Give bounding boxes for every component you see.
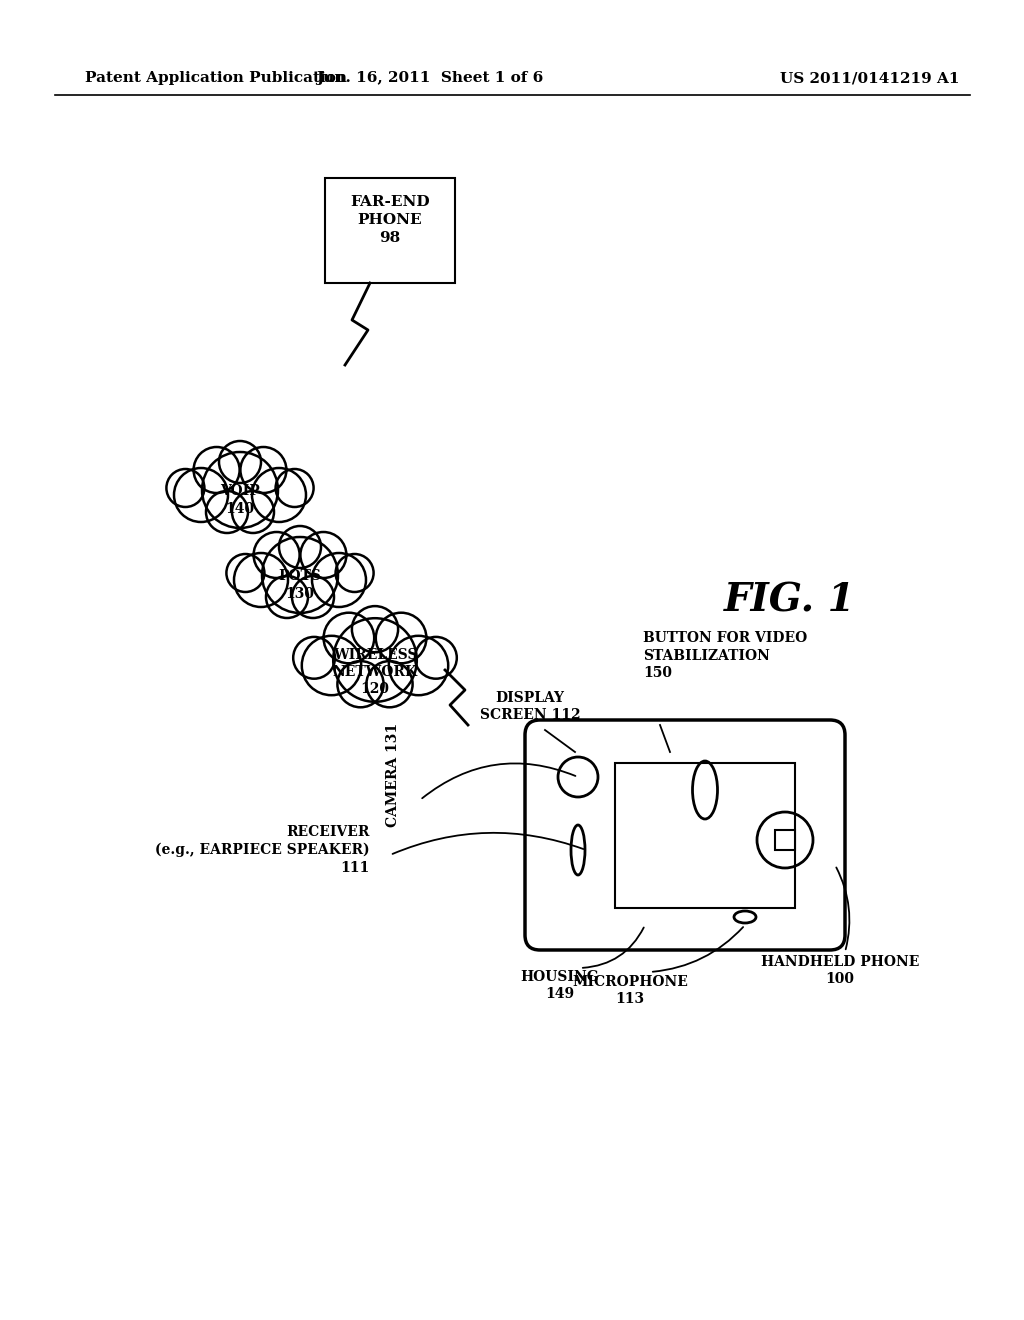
FancyBboxPatch shape <box>775 830 795 850</box>
Circle shape <box>206 491 248 533</box>
Text: WIRELESS
NETWORK
120: WIRELESS NETWORK 120 <box>333 648 418 697</box>
Circle shape <box>389 636 449 696</box>
Text: US 2011/0141219 A1: US 2011/0141219 A1 <box>780 71 959 84</box>
Circle shape <box>376 612 426 663</box>
Circle shape <box>254 532 300 578</box>
Text: POTS
130: POTS 130 <box>279 569 322 601</box>
Text: Jun. 16, 2011  Sheet 1 of 6: Jun. 16, 2011 Sheet 1 of 6 <box>316 71 544 84</box>
Circle shape <box>336 554 374 591</box>
Circle shape <box>232 491 274 533</box>
Circle shape <box>241 447 287 492</box>
Circle shape <box>312 553 366 607</box>
Circle shape <box>367 661 413 708</box>
FancyBboxPatch shape <box>325 177 455 282</box>
Circle shape <box>174 469 228 521</box>
Circle shape <box>300 532 346 578</box>
Circle shape <box>219 441 261 483</box>
Text: FIG. 1: FIG. 1 <box>724 581 856 619</box>
Text: HANDHELD PHONE
100: HANDHELD PHONE 100 <box>761 954 920 986</box>
Circle shape <box>194 447 240 492</box>
Circle shape <box>302 636 361 696</box>
Circle shape <box>262 537 338 612</box>
Text: MICROPHONE
113: MICROPHONE 113 <box>572 975 688 1006</box>
Circle shape <box>226 554 264 591</box>
FancyBboxPatch shape <box>615 763 795 908</box>
Circle shape <box>324 612 374 663</box>
Text: HOUSING
149: HOUSING 149 <box>520 970 599 1002</box>
Text: CAMERA 131: CAMERA 131 <box>386 723 400 828</box>
Circle shape <box>292 576 334 618</box>
Circle shape <box>275 469 313 507</box>
Circle shape <box>202 451 278 528</box>
Circle shape <box>415 636 457 678</box>
Text: FAR-END
PHONE
98: FAR-END PHONE 98 <box>350 194 430 246</box>
Circle shape <box>293 636 335 678</box>
Circle shape <box>252 469 306 521</box>
Text: DISPLAY
SCREEN 112: DISPLAY SCREEN 112 <box>479 690 581 722</box>
Text: BUTTON FOR VIDEO
STABILIZATION
150: BUTTON FOR VIDEO STABILIZATION 150 <box>643 631 807 680</box>
Text: Patent Application Publication: Patent Application Publication <box>85 71 347 84</box>
Text: RECEIVER
(e.g., EARPIECE SPEAKER)
111: RECEIVER (e.g., EARPIECE SPEAKER) 111 <box>156 825 370 875</box>
Circle shape <box>352 606 398 652</box>
Circle shape <box>279 525 321 568</box>
Circle shape <box>166 469 205 507</box>
Circle shape <box>266 576 308 618</box>
FancyBboxPatch shape <box>525 719 845 950</box>
Circle shape <box>333 618 417 702</box>
Text: VOIP
140: VOIP 140 <box>220 484 260 516</box>
Circle shape <box>234 553 288 607</box>
Circle shape <box>337 661 384 708</box>
